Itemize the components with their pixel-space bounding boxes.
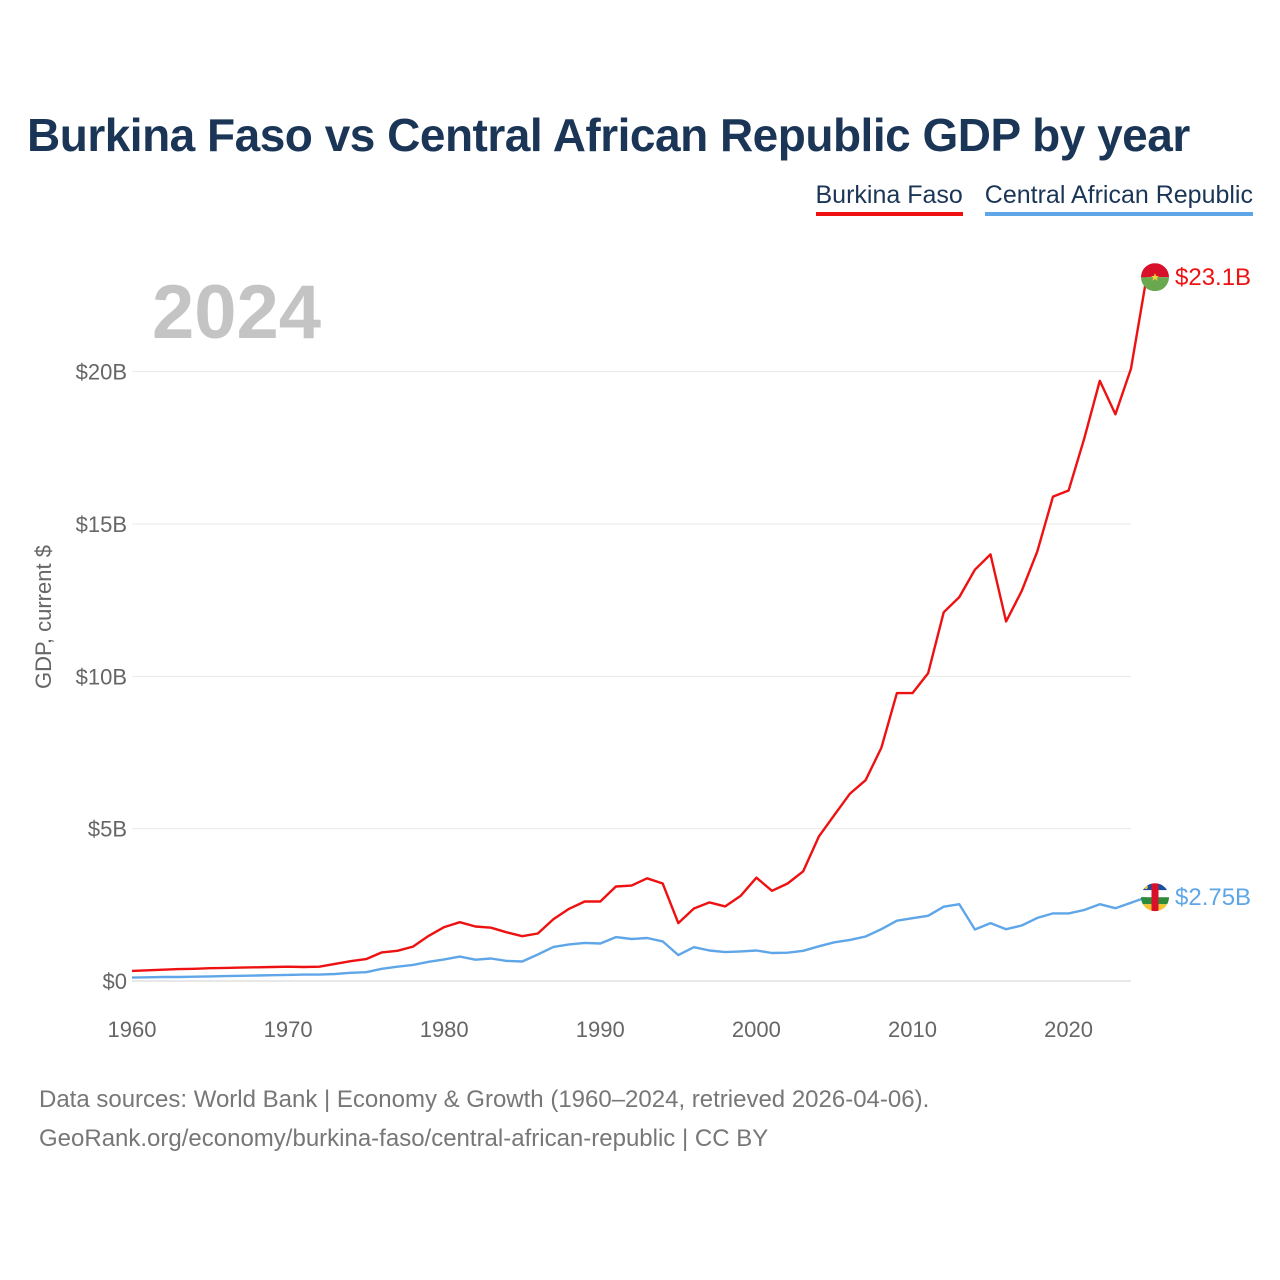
x-tick-label: 2020 bbox=[1044, 1017, 1093, 1042]
gdp-line-chart: 2024 GDP, current $ $0 $5B $10B $15B $20B 19… bbox=[31, 263, 1251, 1042]
x-tick-label: 1980 bbox=[420, 1017, 469, 1042]
data-source-note: Data sources: World Bank | Economy & Gro… bbox=[39, 1086, 930, 1113]
x-tick-label: 2010 bbox=[888, 1017, 937, 1042]
y-tick-label: $0 bbox=[103, 969, 127, 994]
gridlines bbox=[132, 371, 1131, 982]
series-line-central-african-republic[interactable] bbox=[131, 896, 1147, 979]
legend: Burkina Faso Central African Republic bbox=[815, 181, 1253, 216]
x-tick-label: 1960 bbox=[108, 1017, 157, 1042]
end-value-label-burkina-faso: $23.1B bbox=[1175, 264, 1251, 291]
burkina-faso-flag-icon bbox=[1141, 263, 1169, 292]
series-line-burkina-faso[interactable] bbox=[131, 276, 1148, 973]
y-tick-label: $5B bbox=[88, 817, 127, 842]
x-tick-labels: 1960 1970 1980 1990 2000 2010 2020 bbox=[108, 1017, 1094, 1042]
central-african-republic-flag-icon bbox=[1141, 883, 1169, 912]
y-tick-label: $10B bbox=[76, 664, 127, 689]
legend-item-burkina-faso[interactable]: Burkina Faso bbox=[815, 181, 963, 216]
series-lines bbox=[131, 276, 1148, 979]
y-tick-label: $20B bbox=[76, 360, 127, 385]
x-tick-label: 1990 bbox=[576, 1017, 625, 1042]
year-label: 2024 bbox=[152, 270, 321, 355]
end-value-label-central-african-republic: $2.75B bbox=[1175, 884, 1251, 911]
legend-item-central-african-republic[interactable]: Central African Republic bbox=[984, 181, 1253, 216]
x-tick-label: 1970 bbox=[264, 1017, 313, 1042]
y-tick-labels: $0 $5B $10B $15B $20B bbox=[76, 360, 127, 994]
chart-title: Burkina Faso vs Central African Republic… bbox=[27, 109, 1190, 161]
source-url[interactable]: GeoRank.org/economy/burkina-faso/central… bbox=[39, 1125, 769, 1152]
footer: Data sources: World Bank | Economy & Gro… bbox=[39, 1080, 929, 1158]
y-tick-label: $15B bbox=[76, 512, 127, 537]
x-tick-label: 2000 bbox=[732, 1017, 781, 1042]
series-end-markers: $23.1B $2.75B bbox=[1141, 263, 1251, 912]
y-axis-label: GDP, current $ bbox=[31, 545, 56, 689]
